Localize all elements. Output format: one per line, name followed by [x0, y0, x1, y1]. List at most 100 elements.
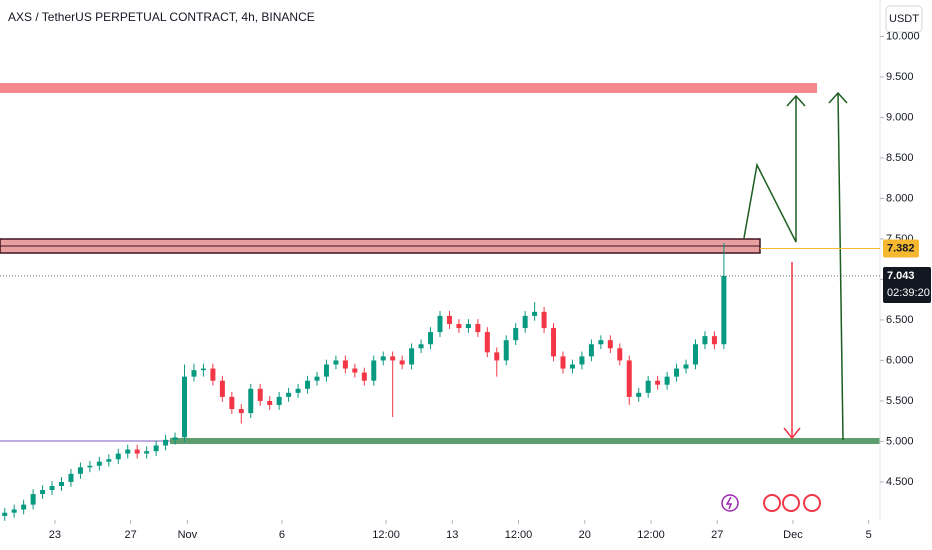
flag-icon	[782, 494, 800, 512]
y-tick-label: 5.500	[886, 395, 914, 407]
candle-body	[428, 332, 434, 345]
candle-body	[210, 368, 216, 381]
candle-body	[305, 380, 311, 389]
candle-body	[617, 348, 623, 361]
candle-body	[522, 315, 528, 329]
arrow-head	[828, 91, 848, 104]
candle-body	[437, 315, 443, 333]
candle-body	[77, 467, 83, 474]
y-tick-label: 8.500	[886, 152, 914, 164]
candle-body	[238, 409, 244, 414]
arrow-head	[783, 427, 801, 440]
x-tick-label: 13	[446, 529, 458, 541]
projection-arrow	[743, 96, 797, 243]
candle-body	[333, 360, 339, 365]
y-tick-label: 5.000	[886, 435, 914, 447]
last-price-tag	[883, 266, 931, 303]
x-tick-label: 20	[579, 529, 591, 541]
candle-body	[144, 451, 150, 454]
candle-body	[172, 437, 178, 440]
candle-body	[532, 311, 538, 316]
candle-body	[674, 368, 680, 377]
candle-body	[323, 364, 329, 377]
candle-body	[182, 376, 188, 438]
x-tick-label: 12:00	[372, 529, 400, 541]
candle-body	[125, 449, 131, 454]
candle-body	[475, 323, 481, 333]
candle-body	[40, 490, 46, 495]
candle-body	[21, 504, 27, 510]
candle-body	[257, 388, 263, 401]
countdown-label: 02:39:20	[887, 287, 930, 299]
x-tick-label: 5	[866, 529, 872, 541]
candle-body	[607, 340, 613, 349]
symbol-title: AXS / TetherUS PERPETUAL CONTRACT, 4h, B…	[8, 10, 315, 24]
candle-body	[409, 348, 415, 365]
candle-body	[390, 356, 396, 361]
candle-body	[645, 380, 651, 393]
y-tick-label: 9.500	[886, 71, 914, 83]
candle-body	[655, 380, 661, 385]
candle-body	[342, 360, 348, 369]
event-icon	[721, 494, 739, 512]
x-tick-label: Dec	[783, 529, 803, 541]
candle-body	[49, 485, 55, 491]
candle-body	[683, 364, 689, 369]
flag-icon	[803, 494, 821, 512]
candle-body	[276, 396, 282, 405]
candle-body	[134, 449, 140, 454]
y-tick-label: 10.000	[886, 30, 920, 42]
candle-body	[229, 396, 235, 410]
candle-body	[352, 368, 358, 373]
candle-body	[219, 380, 225, 397]
candle-body	[456, 323, 462, 329]
candle-body	[200, 368, 206, 371]
event-icons	[721, 494, 821, 512]
candle-body	[267, 400, 273, 405]
candle-body	[711, 336, 717, 345]
candle-body	[465, 323, 471, 329]
candle-body	[30, 494, 36, 505]
x-tick-label: 27	[711, 529, 723, 541]
candle-body	[361, 372, 367, 381]
currency-button[interactable]	[885, 5, 923, 33]
candle-body	[115, 453, 121, 460]
candle-body	[588, 344, 594, 357]
candle-body	[692, 344, 698, 365]
candle-body	[59, 481, 65, 486]
y-tick-label: 4.500	[886, 476, 914, 488]
candle-body	[286, 392, 292, 397]
candle-body	[636, 392, 642, 397]
candle-body	[399, 360, 405, 365]
last-price-label: 7.043	[887, 270, 915, 282]
candle-body	[2, 512, 8, 516]
candles	[2, 242, 727, 521]
candle-body	[11, 509, 17, 513]
candle-body	[579, 356, 585, 365]
target-arrow	[837, 92, 844, 441]
candle-body	[598, 340, 604, 345]
candle-body	[418, 344, 424, 349]
y-tick-label: 9.000	[886, 111, 914, 123]
y-tick-label: 6.000	[886, 354, 914, 366]
candle-body	[380, 356, 386, 361]
x-tick-label: 23	[49, 529, 61, 541]
candle-body	[484, 332, 490, 353]
candle-body	[626, 360, 632, 397]
candle-body	[295, 388, 301, 393]
candle-body	[87, 465, 93, 468]
candle-body	[248, 388, 254, 414]
candle-body	[371, 360, 377, 381]
candle-body	[503, 340, 509, 361]
arrow-head	[786, 94, 806, 107]
candle-body	[569, 364, 575, 369]
candle-body	[106, 459, 112, 462]
y-tick-label: 8.000	[886, 192, 914, 204]
candle-body	[68, 473, 74, 482]
x-tick-label: 27	[124, 529, 136, 541]
price-line-tag	[883, 239, 919, 258]
x-tick-label: 12:00	[637, 529, 665, 541]
candle-body	[446, 315, 452, 324]
